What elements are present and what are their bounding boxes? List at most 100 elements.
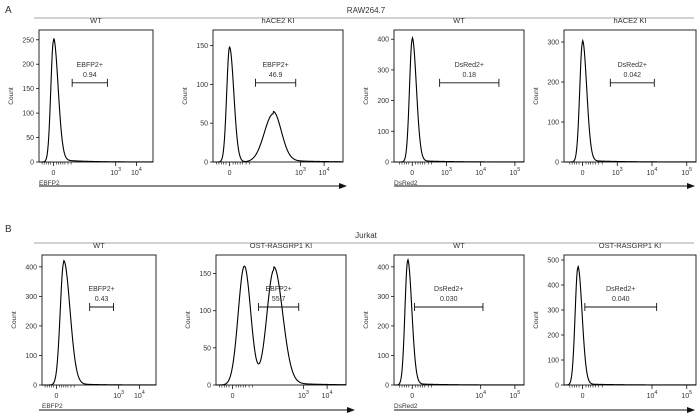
y-tick-label: 300 (377, 67, 389, 74)
y-tick-label: 200 (377, 98, 389, 105)
x-tick-label: 105 (509, 167, 520, 177)
gate-name: DsRed2+ (618, 62, 647, 69)
y-tick-label: 200 (377, 323, 389, 330)
y-tick-label: 0 (204, 160, 208, 167)
plot-title: hACE2 KI (262, 16, 295, 25)
panel-a-cell-line: RAW264.7 (347, 6, 386, 15)
gate-name: EBFP2+ (263, 62, 289, 69)
y-tick-label: 50 (200, 121, 208, 128)
x-tick-label: 0 (581, 170, 585, 177)
plot-title: hACE2 KI (614, 16, 647, 25)
x-tick-label: 103 (612, 167, 623, 177)
histogram-curve (213, 45, 343, 163)
gate-name: DsRed2+ (455, 62, 484, 69)
y-axis-label: Count (363, 87, 370, 105)
y-tick-label: 100 (25, 353, 37, 360)
y-axis-label: Count (11, 311, 18, 329)
panel-a-letter: A (5, 5, 12, 16)
x-tick-label: 103 (298, 390, 309, 400)
y-tick-label: 100 (547, 120, 559, 127)
x-tick-label: 104 (647, 390, 658, 400)
plot-frame (212, 29, 344, 163)
x-tick-label: 105 (681, 390, 692, 400)
histogram-plot: hACE2 KI 0 100 200 300 Count 0 103 104 105 DsRed2+… (533, 16, 697, 177)
gate-name: EBFP2+ (266, 286, 292, 293)
histogram-curve (42, 259, 156, 386)
y-axis-label: Count (363, 311, 370, 329)
plot-title: WT (453, 241, 465, 250)
gate-name: EBFP2+ (77, 62, 103, 69)
panel-b-letter: B (5, 224, 12, 235)
x-tick-label: 0 (228, 170, 232, 177)
gate-percentage: 0.94 (83, 72, 97, 79)
histogram-curve (39, 38, 153, 163)
y-tick-label: 200 (547, 333, 559, 340)
x-tick-label: 103 (113, 390, 124, 400)
y-tick-label: 100 (377, 353, 389, 360)
y-tick-label: 150 (199, 271, 211, 278)
y-tick-label: 50 (26, 135, 34, 142)
plot-frame (393, 29, 525, 163)
x-tick-label: 104 (475, 167, 486, 177)
y-tick-label: 0 (30, 160, 34, 167)
y-tick-label: 200 (25, 323, 37, 330)
x-tick-label: 105 (509, 390, 520, 400)
histogram-curve (564, 38, 696, 163)
x-tick-label: 0 (410, 170, 414, 177)
plot-title: WT (90, 16, 102, 25)
histogram-curve (216, 265, 347, 386)
x-tick-label: 104 (134, 390, 145, 400)
y-tick-label: 0 (33, 383, 37, 390)
y-tick-label: 250 (22, 37, 34, 44)
y-axis-label: Count (533, 311, 540, 329)
x-tick-label: 0 (581, 393, 585, 400)
y-tick-label: 400 (377, 264, 389, 271)
x-tick-label: 0 (410, 393, 414, 400)
x-tick-label: 104 (647, 167, 658, 177)
panel-b-cell-line: Jurkat (355, 231, 378, 240)
x-tick-label: 104 (319, 167, 330, 177)
gate-percentage: 0.18 (462, 72, 476, 79)
y-tick-label: 200 (547, 80, 559, 87)
plot-title: OST-RASGRP1 KI (250, 241, 313, 250)
plot-frame (563, 254, 697, 386)
histogram-plot: OST-RASGRP1 KI 0 100 200 300 400 500 Count 0 104 1… (533, 241, 697, 400)
gate-name: EBFP2+ (88, 286, 114, 293)
x-tick-label: 103 (295, 167, 306, 177)
histogram-curve (394, 35, 524, 163)
plot-frame (215, 254, 347, 386)
x-tick-label: 0 (55, 393, 59, 400)
y-tick-label: 0 (385, 383, 389, 390)
y-tick-label: 400 (547, 283, 559, 290)
y-tick-label: 200 (22, 62, 34, 69)
gate-percentage: 46.9 (269, 72, 283, 79)
y-tick-label: 150 (22, 86, 34, 93)
y-tick-label: 0 (555, 383, 559, 390)
histogram-plot: WT 0 100 200 300 400 Count 0 103 104 105 DsRed2+ 0.1… (363, 16, 525, 187)
histogram-plot: WT 0 100 200 300 400 Count 0 103 104 EBFP2+ 0.43 EBF… (11, 241, 157, 410)
gate-name: DsRed2+ (606, 286, 635, 293)
y-tick-label: 300 (547, 40, 559, 47)
y-axis-label: Count (8, 87, 15, 105)
y-tick-label: 400 (25, 264, 37, 271)
y-tick-label: 400 (377, 37, 389, 44)
y-axis-label: Count (185, 311, 192, 329)
x-tick-label: 104 (131, 167, 142, 177)
gate-percentage: 55.7 (272, 296, 286, 303)
x-tick-label: 0 (52, 170, 56, 177)
histogram-plot: OST-RASGRP1 KI 0 50 100 150 Count 0 103 104 EBFP2… (185, 241, 347, 400)
y-tick-label: 300 (25, 294, 37, 301)
x-axis-label: EBFP2 (39, 180, 60, 187)
gate-percentage: 0.040 (612, 296, 630, 303)
gate-percentage: 0.43 (95, 296, 109, 303)
gate-percentage: 0.042 (624, 72, 642, 79)
plot-title: OST-RASGRP1 KI (599, 241, 662, 250)
y-tick-label: 50 (203, 345, 211, 352)
y-tick-label: 100 (377, 129, 389, 136)
x-tick-label: 0 (231, 393, 235, 400)
y-tick-label: 500 (547, 258, 559, 265)
y-tick-label: 100 (199, 308, 211, 315)
x-tick-label: 103 (110, 167, 121, 177)
y-tick-label: 0 (555, 160, 559, 167)
x-axis-label: DsRed2 (394, 403, 418, 410)
